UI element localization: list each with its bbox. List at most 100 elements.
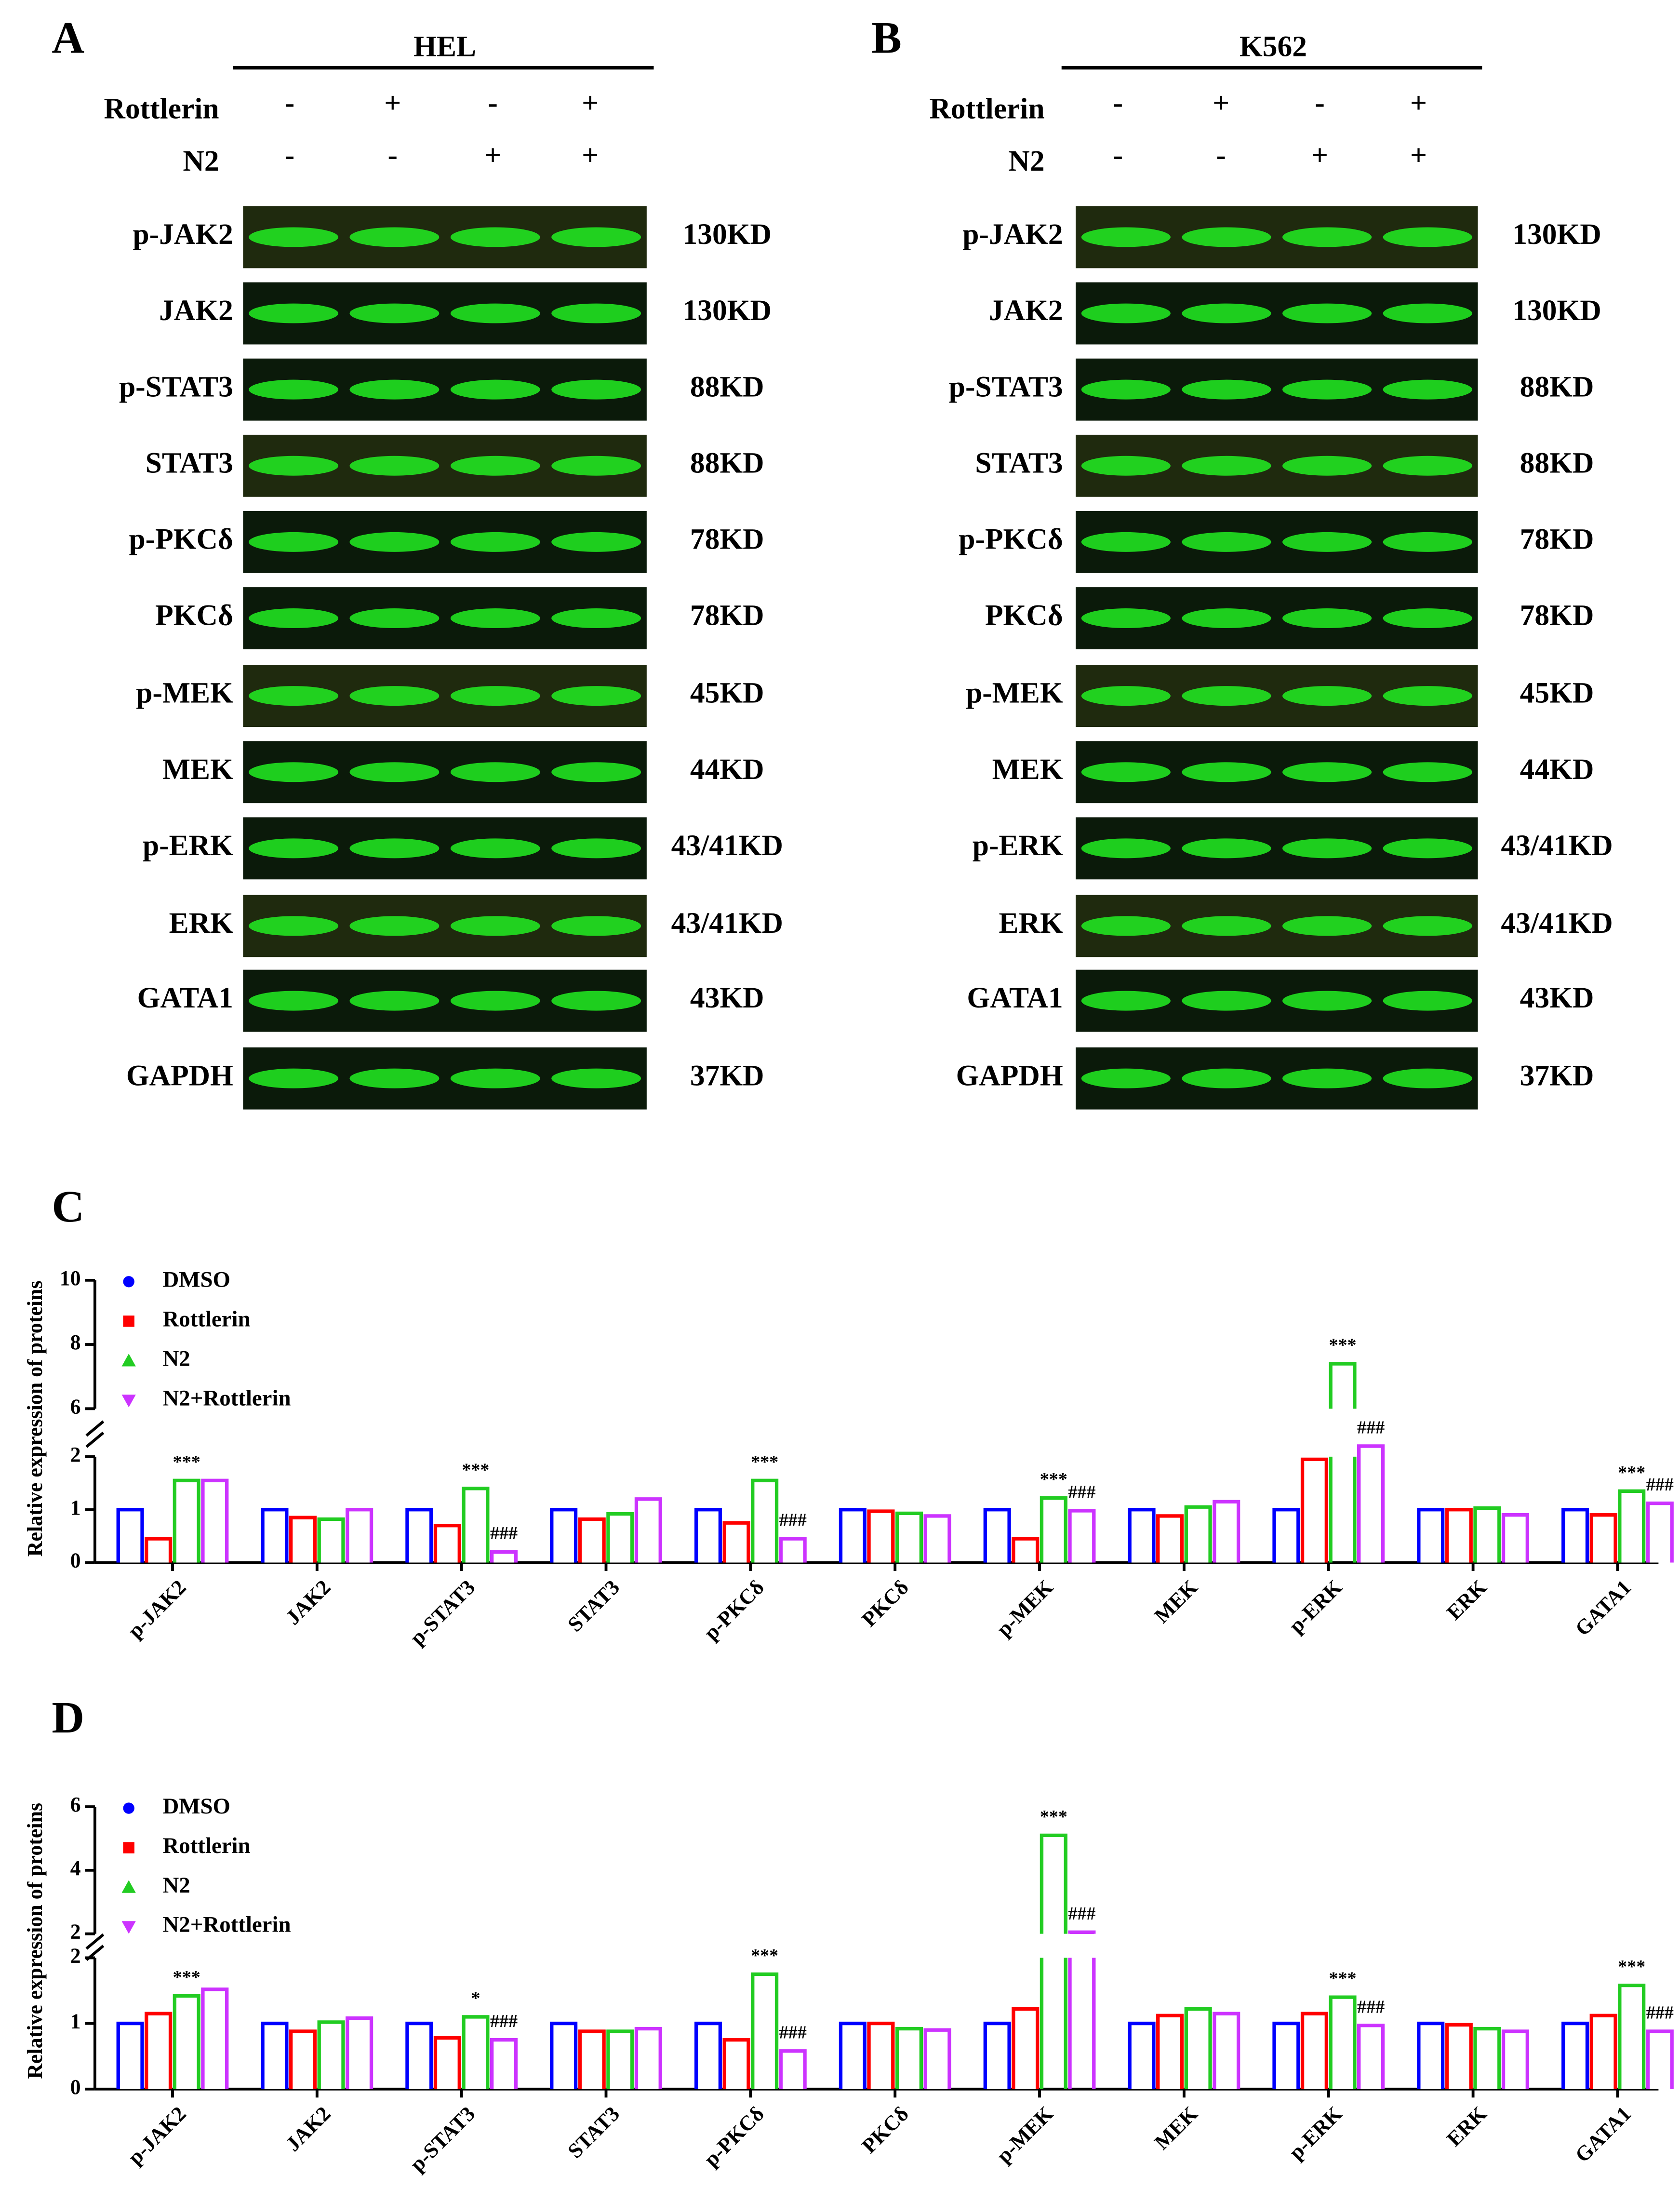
treatment-sign: + — [1410, 87, 1427, 120]
blot-band — [1182, 608, 1271, 629]
bar — [1445, 1508, 1473, 1563]
blot-band — [1383, 762, 1472, 782]
bar — [433, 1523, 461, 1563]
blot-band — [1081, 532, 1171, 552]
blot-band — [1182, 991, 1271, 1011]
significance-label: *** — [1040, 1469, 1067, 1490]
size-label: 45KD — [690, 677, 764, 710]
bar — [289, 2029, 317, 2089]
x-tick-label: p-PKCδ — [699, 2102, 769, 2171]
blot-band — [1081, 838, 1171, 859]
x-tick-label: ERK — [1442, 1575, 1491, 1625]
x-tick-label: p-ERK — [1284, 1575, 1347, 1638]
blot-band — [1182, 227, 1271, 247]
blot-band — [1383, 303, 1472, 323]
size-label: 43/41KD — [1501, 829, 1613, 862]
significance-label: * — [471, 1988, 480, 2009]
x-tick-label: p-PKCδ — [699, 1575, 769, 1645]
bar — [1184, 1505, 1212, 1563]
size-label: 88KD — [690, 446, 764, 479]
blot-band — [551, 379, 641, 400]
bar — [694, 1508, 722, 1563]
treatment-label: N2 — [183, 145, 219, 177]
y-axis-label: Relative expression of proteins — [23, 1280, 47, 1557]
protein-label: p-ERK — [143, 829, 233, 862]
blot-band — [551, 227, 641, 247]
blot-band — [1383, 838, 1472, 859]
size-label: 88KD — [1520, 446, 1594, 479]
legend-label: Rottlerin — [162, 1307, 250, 1332]
legend-label: DMSO — [162, 1267, 230, 1292]
bar — [839, 2021, 867, 2089]
bar — [1300, 1457, 1329, 1563]
blot-band — [1081, 1068, 1171, 1088]
legend-label: DMSO — [162, 1794, 230, 1819]
axis-break — [85, 1933, 105, 1961]
treatment-sign: + — [582, 139, 599, 172]
y-tick-label: 0 — [70, 1549, 81, 1572]
blot-band — [1081, 991, 1171, 1011]
y-tick-label: 10 — [60, 1266, 81, 1290]
x-tick-label: MEK — [1150, 1575, 1202, 1628]
blot-band — [1081, 456, 1171, 476]
bar — [779, 2049, 807, 2089]
protein-label: PKCδ — [155, 599, 233, 632]
size-label: 88KD — [690, 370, 764, 403]
y-tick-label: 8 — [70, 1330, 81, 1354]
bar — [1272, 1508, 1300, 1563]
legend-label: Rottlerin — [162, 1833, 250, 1858]
significance-label: *** — [1040, 1807, 1067, 1827]
y-tick-label: 1 — [70, 2010, 81, 2033]
bar — [1012, 2007, 1040, 2089]
cell-line: HEL — [413, 30, 476, 63]
significance-label: *** — [1618, 1463, 1645, 1483]
size-label: 37KD — [1520, 1059, 1594, 1092]
blot-band — [249, 838, 339, 859]
x-tick-label: p-MEK — [992, 1575, 1057, 1641]
blot-band — [551, 838, 641, 859]
bar — [1156, 1514, 1184, 1563]
treatment-sign: - — [388, 139, 398, 172]
bar — [1329, 1995, 1357, 2089]
size-label: 130KD — [1512, 294, 1601, 327]
bar — [895, 1511, 923, 1563]
blot-band — [1282, 1068, 1372, 1088]
protein-label: p-JAK2 — [962, 218, 1063, 251]
size-label: 43/41KD — [671, 907, 783, 940]
blot-band — [1282, 762, 1372, 782]
bar — [923, 2028, 951, 2089]
bar — [779, 1537, 807, 1563]
blot-band — [551, 532, 641, 552]
x-tick-label: GATA1 — [1571, 2102, 1636, 2167]
bar — [201, 1478, 229, 1563]
bar — [1618, 1983, 1646, 2089]
blot-band — [551, 1068, 641, 1088]
bar — [1128, 2021, 1156, 2089]
bar — [839, 1508, 867, 1563]
blot-band — [349, 762, 440, 782]
bar — [145, 1537, 173, 1563]
legend-label: N2 — [162, 1346, 190, 1371]
legend-marker — [121, 1880, 136, 1893]
blot-band — [1182, 379, 1271, 400]
blot-band — [1383, 608, 1472, 629]
protein-label: ERK — [169, 907, 233, 940]
blot-band — [249, 916, 339, 936]
blot-band — [1282, 456, 1372, 476]
blot-band — [349, 456, 440, 476]
treatment-sign: + — [1410, 139, 1427, 172]
blot-band — [1081, 686, 1171, 706]
protein-label: STAT3 — [146, 446, 233, 479]
protein-label: p-STAT3 — [119, 370, 233, 403]
blot-band — [1383, 227, 1472, 247]
size-label: 78KD — [690, 523, 764, 556]
blot-band — [450, 916, 540, 936]
blot-band — [1383, 532, 1472, 552]
blot-band — [349, 227, 440, 247]
treatment-sign: + — [384, 87, 401, 120]
bar — [1068, 1509, 1096, 1563]
bar — [1012, 1537, 1040, 1563]
size-label: 45KD — [1520, 677, 1594, 710]
bar — [867, 1509, 895, 1563]
blot-band — [551, 303, 641, 323]
